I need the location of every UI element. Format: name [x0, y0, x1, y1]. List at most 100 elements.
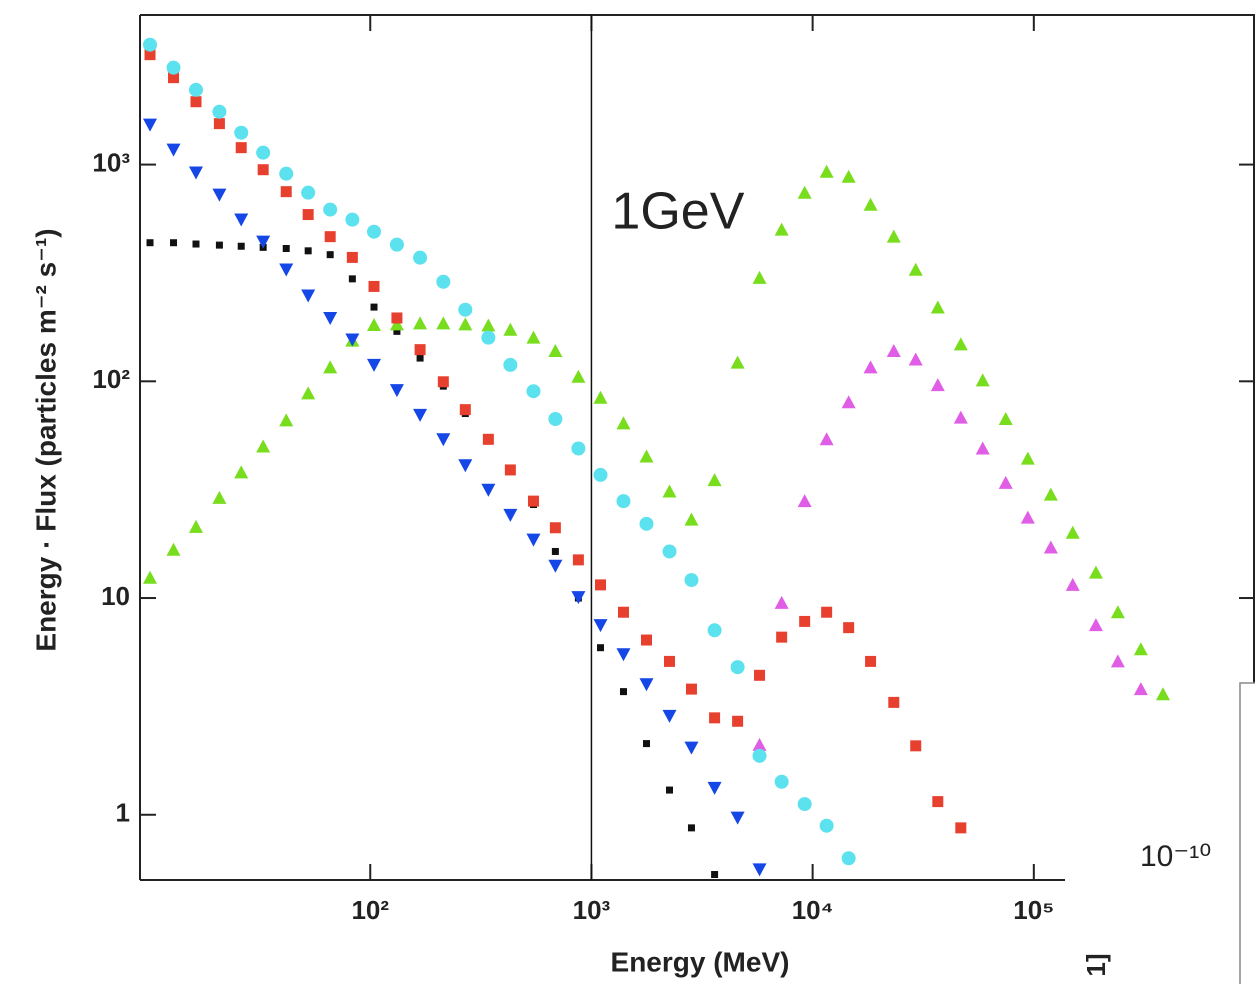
- point: [437, 376, 449, 388]
- point: [774, 222, 789, 236]
- point: [549, 522, 561, 534]
- point: [144, 49, 156, 61]
- edge-fragment: 1]: [1081, 953, 1111, 976]
- point: [256, 145, 271, 160]
- point: [593, 467, 608, 482]
- point: [143, 570, 158, 584]
- point: [752, 748, 767, 763]
- point: [414, 344, 426, 356]
- point: [234, 125, 249, 140]
- point: [146, 239, 154, 247]
- y-tick-label: 1: [116, 798, 130, 828]
- point: [212, 188, 227, 202]
- point: [572, 554, 584, 566]
- point: [863, 197, 878, 211]
- point: [932, 796, 944, 808]
- point: [235, 142, 247, 154]
- y-tick-label: 10²: [92, 364, 130, 394]
- point: [597, 644, 605, 652]
- point: [819, 164, 834, 178]
- point: [799, 615, 811, 627]
- point: [754, 669, 766, 681]
- point: [282, 245, 290, 253]
- point: [662, 544, 677, 559]
- series: [146, 239, 719, 879]
- point: [841, 851, 856, 866]
- point: [548, 412, 563, 427]
- x-tick-label: 10⁵: [1013, 895, 1054, 925]
- point: [797, 185, 812, 199]
- point: [616, 494, 631, 509]
- point: [257, 164, 269, 176]
- point: [503, 508, 518, 522]
- point: [1133, 682, 1148, 696]
- point: [503, 357, 518, 372]
- point: [367, 224, 382, 239]
- point: [237, 242, 245, 250]
- point: [841, 169, 856, 183]
- point: [711, 871, 719, 879]
- point: [643, 740, 651, 748]
- point: [687, 824, 695, 832]
- point: [302, 209, 314, 221]
- point: [819, 432, 834, 446]
- point: [436, 433, 451, 447]
- point: [192, 240, 200, 248]
- point: [393, 327, 401, 335]
- point: [389, 317, 404, 331]
- series: [143, 118, 767, 877]
- point: [774, 595, 789, 609]
- point: [345, 333, 360, 347]
- point: [617, 606, 629, 618]
- point: [1043, 540, 1058, 554]
- point: [346, 251, 358, 263]
- point: [413, 408, 428, 422]
- point: [170, 239, 178, 247]
- point: [684, 512, 699, 526]
- point: [367, 358, 382, 372]
- point: [975, 373, 990, 387]
- point: [1155, 687, 1170, 701]
- point: [571, 591, 586, 605]
- point: [323, 311, 338, 325]
- point: [595, 579, 607, 591]
- point: [188, 519, 203, 533]
- point: [684, 573, 699, 588]
- point: [234, 465, 249, 479]
- point: [481, 330, 496, 345]
- point: [593, 619, 608, 633]
- point: [1020, 510, 1035, 524]
- point: [1088, 565, 1103, 579]
- point: [953, 410, 968, 424]
- point: [368, 280, 380, 292]
- point: [166, 60, 181, 75]
- point: [279, 413, 294, 427]
- point: [413, 316, 428, 330]
- point: [955, 822, 967, 834]
- point: [930, 378, 945, 392]
- point: [953, 337, 968, 351]
- point: [143, 118, 158, 132]
- point: [571, 441, 586, 456]
- point: [234, 213, 249, 227]
- point: [256, 439, 271, 453]
- point: [526, 330, 541, 344]
- point: [256, 235, 271, 249]
- point: [190, 96, 202, 108]
- point: [188, 166, 203, 180]
- point: [345, 212, 360, 227]
- point: [619, 688, 627, 696]
- point: [752, 270, 767, 284]
- point: [215, 241, 223, 249]
- axes: [139, 14, 1255, 881]
- point: [323, 360, 338, 374]
- point: [458, 302, 473, 317]
- point: [212, 490, 227, 504]
- point: [664, 655, 676, 667]
- point: [886, 229, 901, 243]
- series: [752, 343, 1148, 751]
- point: [707, 781, 722, 795]
- series: [144, 49, 967, 834]
- point: [616, 416, 631, 430]
